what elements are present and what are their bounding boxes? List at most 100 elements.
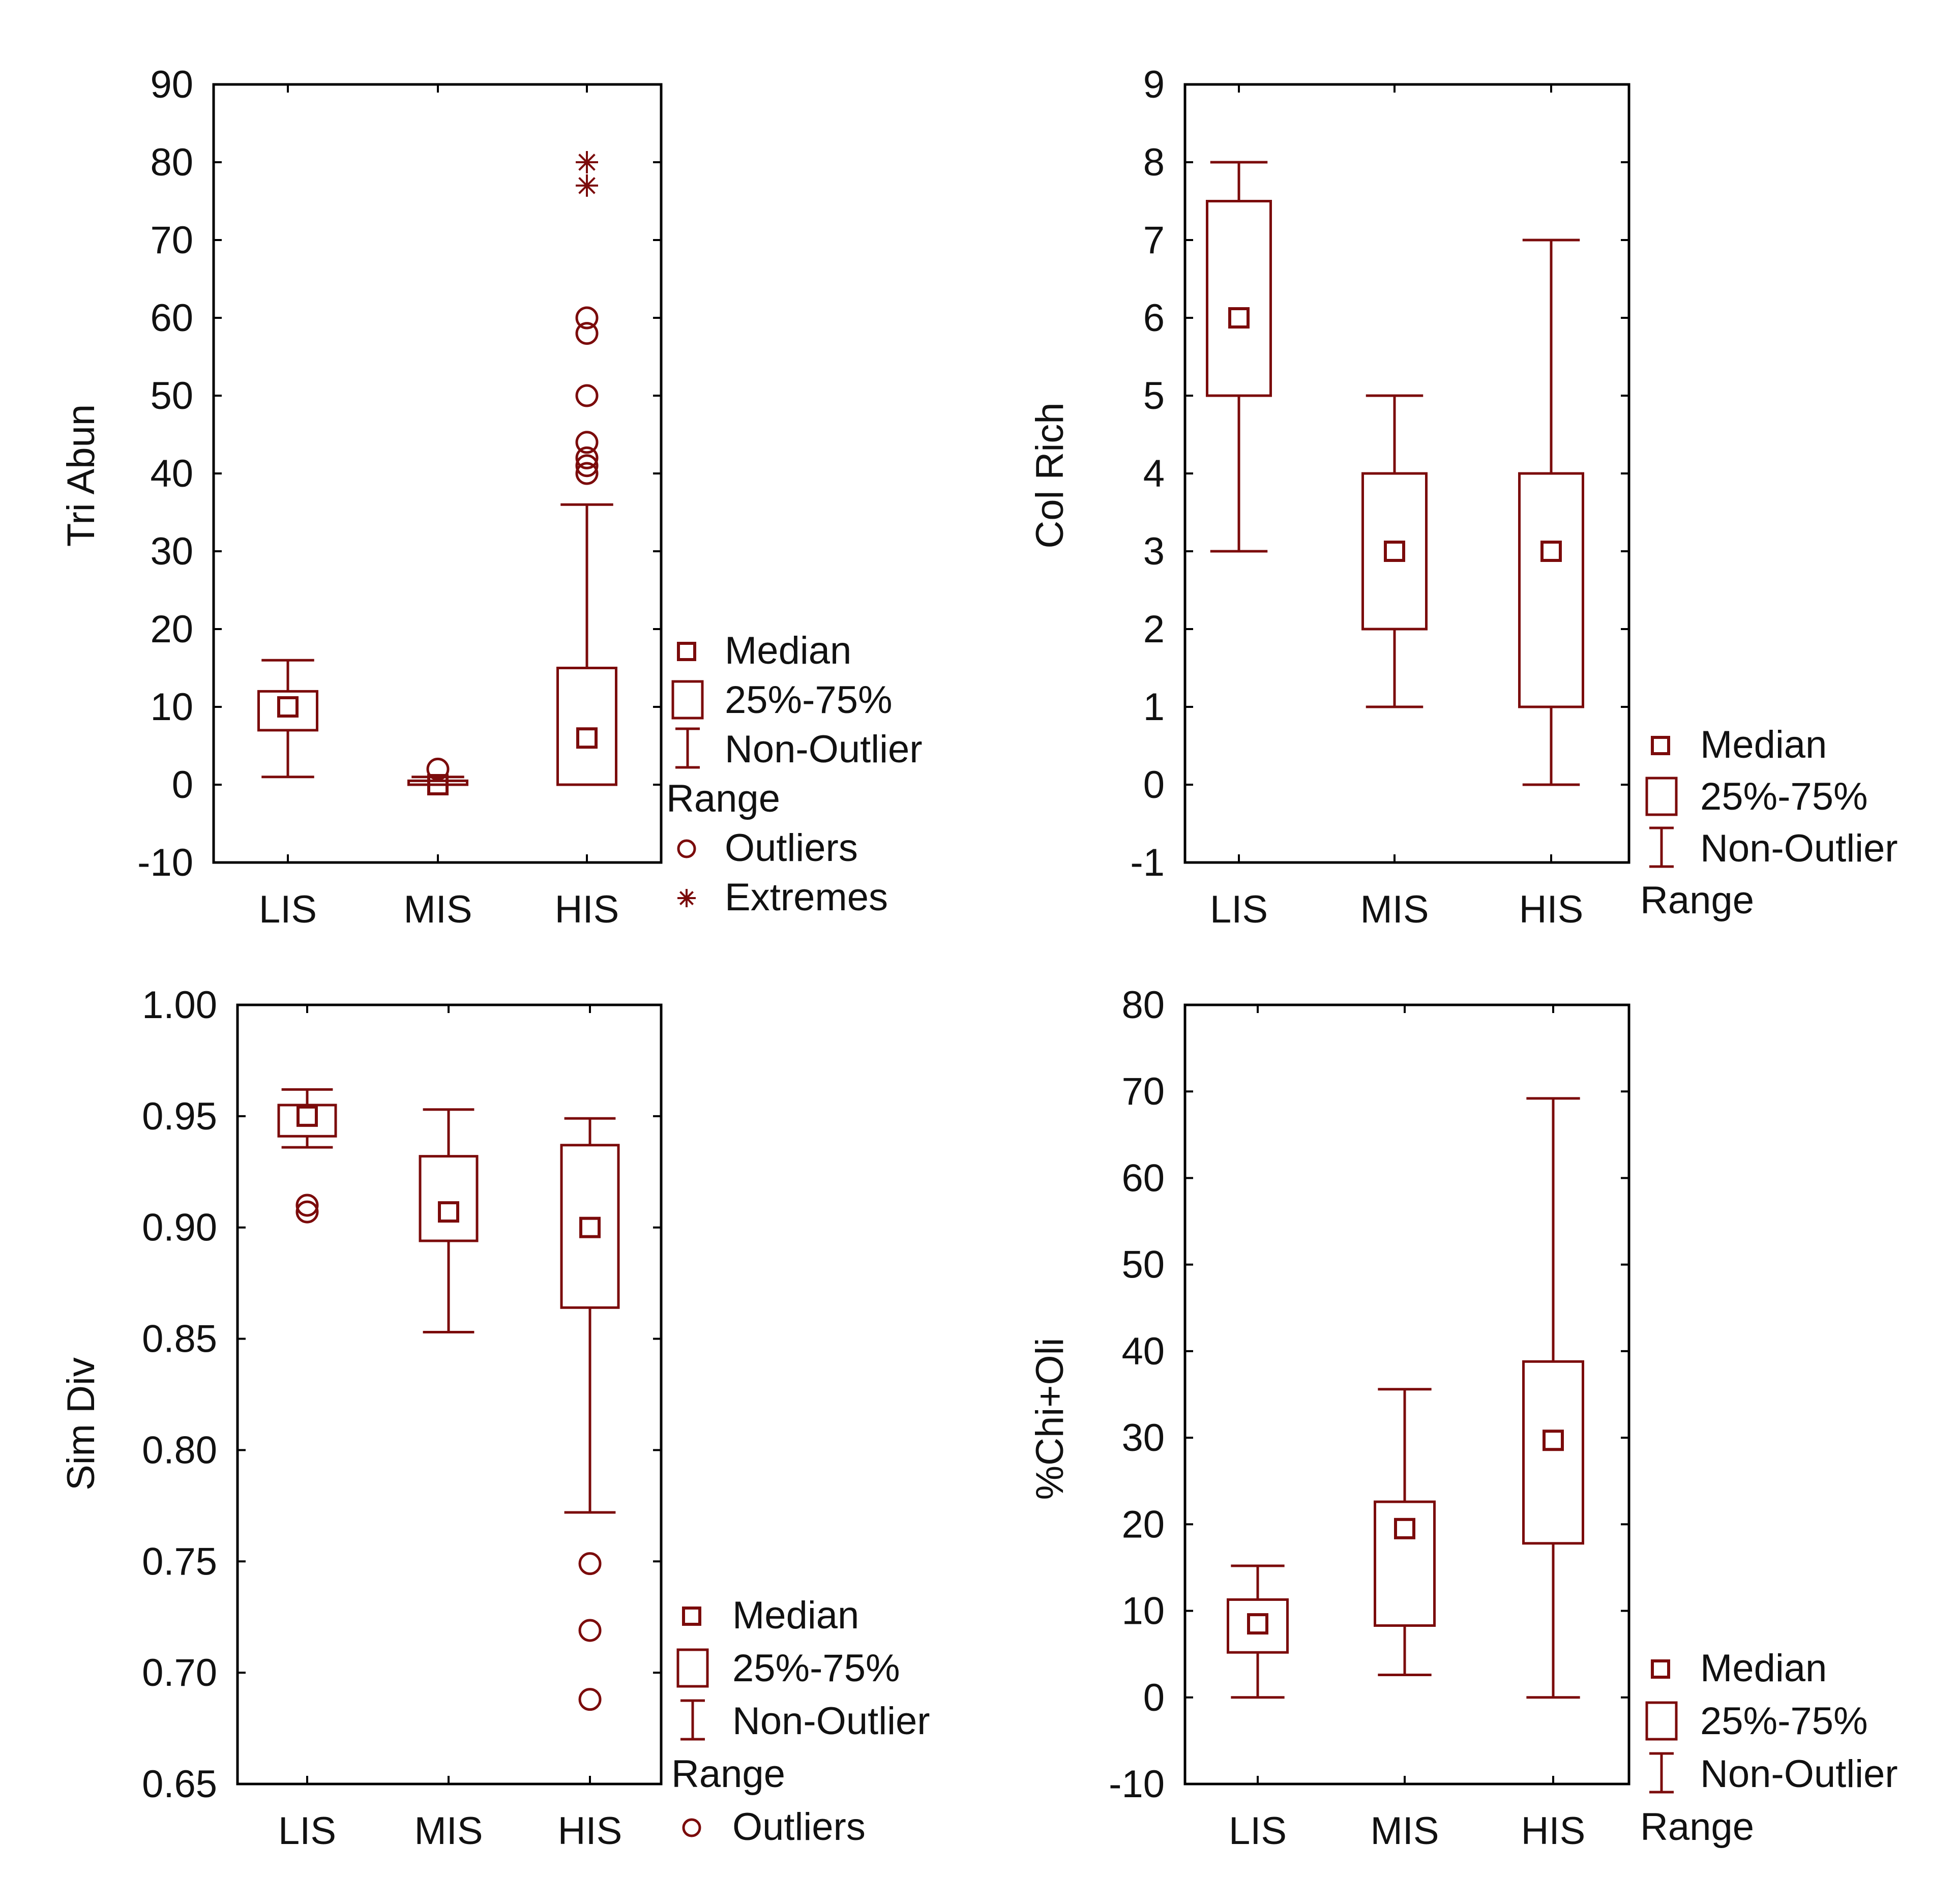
iqr-box: [1206, 200, 1272, 397]
legend-range-label: Non-Outlier: [725, 728, 923, 771]
iqr-box: [1227, 1598, 1289, 1654]
legend-iqr-icon: [1645, 1701, 1678, 1741]
box-his: [1518, 239, 1584, 786]
median-marker: [438, 1201, 459, 1223]
outlier-point: [575, 306, 599, 330]
iqr-box: [407, 779, 468, 786]
outlier-point: [575, 322, 599, 345]
outlier-point: [575, 454, 599, 478]
legend-iqr-label: 25%-75%: [725, 678, 893, 722]
legend: Median 25%-75% Non-Outlier Range: [1640, 1647, 1898, 1849]
y-tick-label: 6: [1143, 296, 1165, 340]
y-tick-label: 4: [1143, 452, 1165, 495]
extreme-point: [576, 151, 598, 173]
legend-iqr-label: 25%-75%: [1700, 775, 1868, 818]
y-tick-label: 0.90: [142, 1206, 217, 1250]
panel-tri-abun: Tri Abun -10 0 10 20 30 40 50 60 70 80 90 LIS MIS HIS…: [60, 63, 923, 931]
legend: Median 25%-75% Non-Outlier Range: [1640, 723, 1898, 922]
y-tick-label: 70: [150, 219, 193, 262]
ylabel-tri-abun: Tri Abun: [60, 404, 103, 547]
legend-median-icon: [1651, 736, 1670, 755]
y-tick-label: 0.85: [142, 1318, 217, 1361]
box-mis: [1374, 1388, 1436, 1677]
box-mis: [419, 1108, 479, 1333]
median-marker: [576, 727, 598, 749]
median-marker: [1394, 1518, 1415, 1539]
x-tick-label: HIS: [1521, 1809, 1586, 1853]
legend-outlier-icon: [677, 839, 696, 858]
y-tick-label: 70: [1121, 1070, 1165, 1113]
median-marker: [1384, 541, 1405, 562]
legend-iqr-label: 25%-75%: [732, 1647, 900, 1690]
box-mis: [407, 757, 468, 795]
iqr-box: [560, 1144, 620, 1309]
outlier-point: [295, 1200, 319, 1224]
legend-iqr-icon: [671, 680, 704, 720]
iqr-box: [419, 1155, 479, 1242]
y-tick-label: 8: [1143, 141, 1165, 184]
legend-median-icon: [677, 642, 696, 661]
ylabel-col-rich: Col Rich: [1028, 402, 1072, 548]
median-marker: [1228, 307, 1250, 329]
legend-iqr-icon: [1645, 777, 1678, 816]
legend-range-label: Non-Outlier: [732, 1700, 930, 1743]
legend-extreme-icon: [677, 889, 696, 907]
y-tick-label: 10: [150, 686, 193, 729]
median-marker: [427, 774, 449, 795]
legend-outliers-label: Outliers: [732, 1805, 866, 1849]
outlier-point: [578, 1619, 602, 1642]
legend-extremes-label: Extremes: [725, 876, 888, 919]
box-mis: [1361, 394, 1428, 708]
y-tick-label: 3: [1143, 530, 1165, 573]
iqr-box: [1518, 472, 1584, 708]
plot-frame: [1183, 1003, 1630, 1786]
iqr-box: [1522, 1360, 1584, 1545]
panel-col-rich: Col Rich -1 0 1 2 3 4 5 6 7 8 9 LIS MIS HIS Median 25%-…: [1028, 63, 1898, 931]
y-tick-label: 30: [1121, 1416, 1165, 1460]
y-tick-label: 0: [1143, 763, 1165, 807]
y-tick-label: 7: [1143, 219, 1165, 262]
median-marker: [1543, 1430, 1564, 1451]
legend: Median 25%-75% Non-Outlier Range Outliers Ext…: [666, 629, 923, 919]
box-lis: [277, 1088, 337, 1224]
box-lis: [1227, 1564, 1289, 1699]
plot-chi-oli: -10 0 10 20 30 40 50 60 70 80 LIS MIS HIS Median 25%-7…: [1109, 984, 1897, 1853]
legend-median-label: Median: [1700, 723, 1827, 766]
plot-tri-abun: -10 0 10 20 30 40 50 60 70 80 90 LIS MIS HIS Median 25%…: [137, 63, 922, 931]
y-tick-label: -1: [1130, 841, 1165, 884]
y-tick-label: -10: [1109, 1763, 1165, 1806]
x-tick-label: LIS: [1229, 1809, 1287, 1853]
x-tick-label: LIS: [278, 1809, 336, 1853]
y-tick-label: 5: [1143, 374, 1165, 418]
y-tick-label: 0: [172, 763, 193, 807]
x-tick-label: MIS: [1360, 888, 1429, 931]
legend-median-icon: [1651, 1659, 1670, 1679]
x-tick-label: HIS: [558, 1809, 622, 1853]
x-tick-label: LIS: [1210, 888, 1268, 931]
iqr-box: [556, 667, 617, 786]
x-tick-label: HIS: [1519, 888, 1584, 931]
median-marker: [1247, 1613, 1268, 1635]
y-tick-label: 90: [150, 63, 193, 106]
y-tick-label: 30: [150, 530, 193, 573]
y-tick-label: 0.70: [142, 1651, 217, 1694]
y-tick-label: 60: [150, 296, 193, 340]
y-tick-label: 0.80: [142, 1429, 217, 1472]
y-tick-label: 50: [150, 374, 193, 418]
y-tick-label: 2: [1143, 608, 1165, 651]
plot-col-rich: -1 0 1 2 3 4 5 6 7 8 9 LIS MIS HIS Median 25%-75% Non-Ou…: [1130, 63, 1897, 931]
legend-range-label: Non-Outlier: [1700, 1752, 1898, 1796]
outlier-point: [578, 1552, 602, 1575]
legend-range-label: Non-Outlier: [1700, 827, 1898, 870]
plot-sim-div: 0.65 0.70 0.75 0.80 0.85 0.90 0.95 1.00 LIS MIS HI…: [142, 984, 930, 1853]
panel-chi-oli: %Chi+Oli -10 0 10 20 30 40 50 60 70 80 LIS MIS HIS Me…: [1028, 984, 1898, 1853]
y-tick-label: 60: [1121, 1156, 1165, 1200]
box-lis: [1206, 161, 1272, 553]
legend: Median 25%-75% Non-Outlier Range Outliers: [671, 1594, 930, 1849]
outlier-point: [575, 446, 599, 469]
iqr-box: [1361, 472, 1428, 631]
iqr-box: [277, 1104, 337, 1138]
legend-median-label: Median: [1700, 1647, 1827, 1690]
outlier-point: [575, 384, 599, 407]
